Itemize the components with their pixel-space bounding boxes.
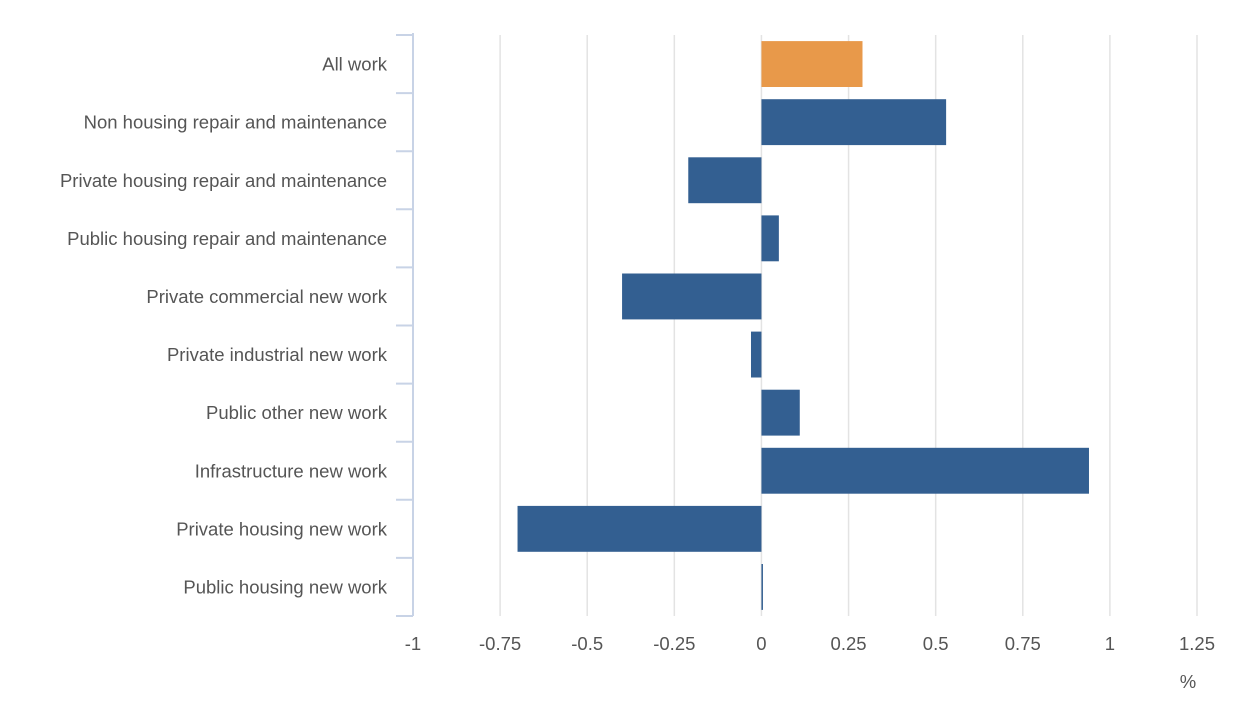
bar <box>688 157 762 204</box>
bar <box>761 389 800 436</box>
bar <box>761 564 763 610</box>
bar <box>750 331 762 378</box>
x-tick-label: 1 <box>1105 633 1115 654</box>
category-label: Public housing repair and maintenance <box>67 228 387 249</box>
x-tick-label: 0 <box>756 633 766 654</box>
x-tick-label: -0.25 <box>653 633 695 654</box>
bars <box>517 41 1089 610</box>
category-label: Private housing new work <box>176 518 388 539</box>
bar <box>761 447 1089 494</box>
x-tick-label: 0.25 <box>831 633 867 654</box>
category-label: Private commercial new work <box>146 286 387 307</box>
category-axis <box>396 33 414 617</box>
x-tick-label: 0.75 <box>1005 633 1041 654</box>
x-tick-label: -1 <box>405 633 421 654</box>
x-tick-labels: -1 -0.75 -0.5 -0.25 0 0.25 0.5 0.75 1 1.25 <box>405 633 1215 654</box>
x-tick-label: 1.25 <box>1179 633 1215 654</box>
x-tick-label: -0.5 <box>571 633 603 654</box>
category-label: Non housing repair and maintenance <box>84 112 387 133</box>
x-tick-label: 0.5 <box>923 633 949 654</box>
category-label: All work <box>322 54 388 75</box>
category-label: Public other new work <box>206 402 388 423</box>
x-unit-label: % <box>1180 671 1196 692</box>
bar <box>761 99 947 146</box>
bar <box>761 215 779 262</box>
bar <box>761 41 863 87</box>
bar <box>622 273 762 320</box>
category-label: Private industrial new work <box>167 344 388 365</box>
category-label: Infrastructure new work <box>195 460 388 481</box>
x-tick-label: -0.75 <box>479 633 521 654</box>
bar <box>517 505 762 552</box>
category-label: Private housing repair and maintenance <box>60 170 387 191</box>
category-label: Public housing new work <box>183 576 387 597</box>
category-labels: All work Non housing repair and maintenan… <box>60 54 388 598</box>
